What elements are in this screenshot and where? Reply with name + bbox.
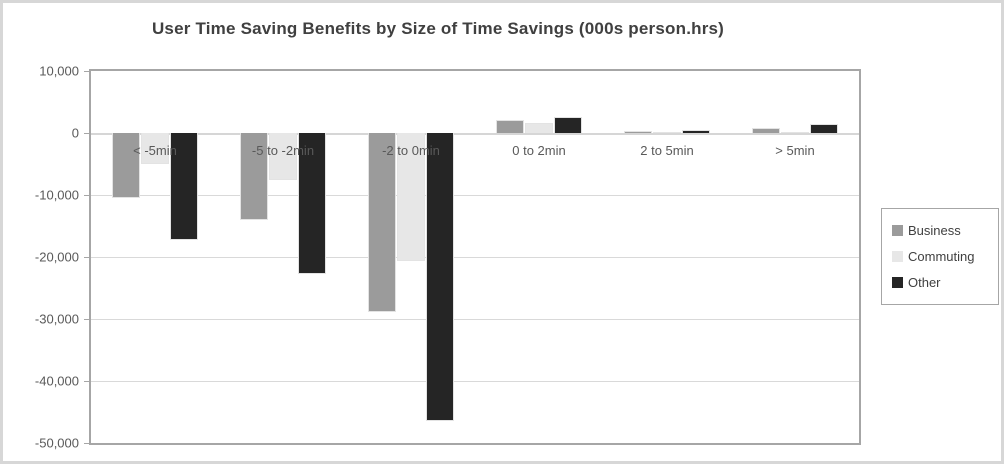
legend-label: Business	[908, 222, 961, 238]
bar-business-4	[624, 131, 652, 133]
legend-label: Other	[908, 275, 941, 291]
x-axis-label-2: -2 to 0min	[382, 143, 440, 158]
zero-gridline	[91, 133, 859, 135]
y-axis-label: -30,000	[34, 311, 79, 327]
y-axis-tick	[84, 319, 90, 320]
y-axis-label: -10,000	[34, 187, 79, 203]
legend-item-other: Other	[892, 275, 998, 290]
bar-business-5	[752, 128, 780, 133]
bar-commuting-0	[141, 133, 169, 164]
x-axis-label-3: 0 to 2min	[512, 143, 566, 158]
y-axis-label: -50,000	[34, 435, 79, 451]
bar-other-5	[810, 123, 838, 133]
x-axis-label-1: -5 to -2min	[251, 143, 315, 158]
plot-area: < -5min -5 to -2min -2 to 0min 0 to 2min 2 t…	[89, 69, 861, 445]
bar-other-4	[682, 129, 710, 133]
bar-business-3	[496, 119, 524, 133]
y-axis-label: -40,000	[34, 373, 79, 389]
gridline	[91, 195, 859, 196]
legend-swatch-icon	[892, 277, 903, 289]
y-axis-label: 10,000	[39, 63, 79, 79]
bar-commuting-3	[525, 123, 553, 133]
y-axis-tick	[84, 443, 90, 444]
y-axis-tick	[84, 257, 90, 258]
legend-swatch-icon	[892, 250, 903, 262]
x-axis-label-0: < -5min	[133, 143, 177, 158]
y-axis-label: -20,000	[34, 249, 79, 265]
bar-other-3	[554, 116, 582, 133]
gridline	[91, 381, 859, 382]
x-axis-label-4: 2 to 5min	[640, 143, 694, 158]
y-axis-tick	[84, 381, 90, 382]
bar-commuting-4	[653, 132, 681, 133]
y-axis-tick	[84, 71, 90, 72]
gridline	[91, 319, 859, 320]
gridline	[91, 257, 859, 258]
bar-business-1	[240, 133, 268, 220]
bar-commuting-1	[269, 133, 297, 180]
bar-commuting-5	[781, 132, 809, 133]
chart-title: User Time Saving Benefits by Size of Tim…	[151, 19, 725, 38]
legend-item-business: Business	[892, 223, 998, 238]
y-axis-tick	[84, 133, 90, 134]
bar-business-0	[112, 133, 140, 199]
y-axis-tick	[84, 195, 90, 196]
legend-item-commuting: Commuting	[892, 249, 998, 264]
legend: Business Commuting Other	[881, 208, 999, 305]
bar-other-0	[170, 133, 198, 240]
legend-label: Commuting	[908, 248, 975, 264]
bar-other-1	[298, 133, 326, 274]
bar-business-2	[368, 133, 396, 312]
bar-commuting-2	[397, 133, 425, 262]
bar-other-2	[426, 133, 454, 422]
x-axis-label-5: > 5min	[775, 143, 815, 158]
y-axis-label: 0	[71, 125, 79, 141]
legend-swatch-icon	[892, 224, 903, 236]
